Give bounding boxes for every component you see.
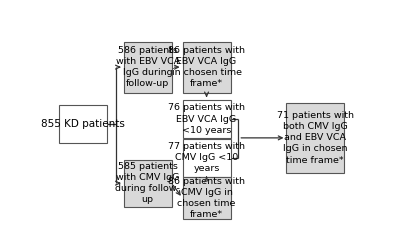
Text: 86 patients with
CMV IgG in
chosen time
frame*: 86 patients with CMV IgG in chosen time … bbox=[168, 177, 245, 219]
FancyBboxPatch shape bbox=[182, 100, 230, 138]
Text: 76 patients with
EBV VCA IgG
<10 years: 76 patients with EBV VCA IgG <10 years bbox=[168, 103, 245, 135]
FancyBboxPatch shape bbox=[124, 42, 172, 93]
FancyBboxPatch shape bbox=[182, 177, 230, 219]
FancyBboxPatch shape bbox=[58, 105, 106, 143]
Text: 586 patients
with EBV VCA
IgG during
follow-up: 586 patients with EBV VCA IgG during fol… bbox=[116, 46, 180, 88]
Text: 585 patients
with CMV IgG
during follow-
up: 585 patients with CMV IgG during follow-… bbox=[115, 162, 180, 204]
FancyBboxPatch shape bbox=[286, 102, 344, 173]
Text: 86 patients with
EBV VCA IgG
in chosen time
frame*: 86 patients with EBV VCA IgG in chosen t… bbox=[168, 46, 245, 88]
Text: 77 patients with
CMV IgG <10
years: 77 patients with CMV IgG <10 years bbox=[168, 142, 245, 173]
FancyBboxPatch shape bbox=[182, 42, 230, 93]
FancyBboxPatch shape bbox=[124, 159, 172, 207]
Text: 71 patients with
both CMV IgG
and EBV VCA
IgG in chosen
time frame*: 71 patients with both CMV IgG and EBV VC… bbox=[276, 111, 354, 165]
Text: 855 KD patients: 855 KD patients bbox=[41, 119, 124, 129]
FancyBboxPatch shape bbox=[182, 139, 230, 177]
